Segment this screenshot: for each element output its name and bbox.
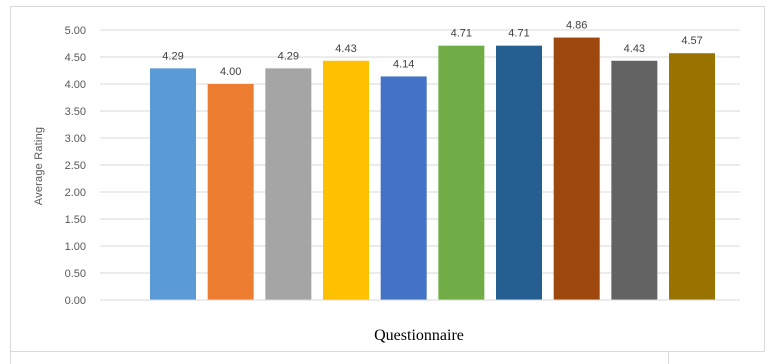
frame-edge-right <box>668 352 669 364</box>
y-tick-label: 1.50 <box>65 214 86 226</box>
y-tick-label: 4.50 <box>65 52 86 64</box>
data-label: 4.29 <box>278 50 299 62</box>
y-tick-label: 4.00 <box>65 79 86 91</box>
x-axis-label: Questionnaire <box>374 327 464 344</box>
bar <box>553 37 600 301</box>
data-label: 4.00 <box>220 66 241 78</box>
y-tick-label: 1.00 <box>65 241 86 253</box>
frame-edge-left <box>10 352 11 364</box>
data-label: 4.71 <box>508 28 529 40</box>
bar <box>669 53 716 300</box>
y-tick-label: 5.00 <box>65 25 86 37</box>
y-tick-label: 2.50 <box>65 160 86 172</box>
bar <box>150 68 196 300</box>
data-label: 4.71 <box>451 28 472 40</box>
y-tick-label: 3.00 <box>65 133 86 145</box>
y-tick-label: 0.00 <box>65 295 86 307</box>
bar <box>438 45 485 300</box>
bar <box>496 45 543 300</box>
bars <box>150 37 716 301</box>
bar <box>323 60 370 300</box>
data-label: 4.29 <box>162 50 183 62</box>
data-label: 4.86 <box>566 20 587 32</box>
data-label: 4.43 <box>335 43 356 55</box>
y-tick-label: 0.50 <box>65 268 86 280</box>
y-axis-ticks: 0.00 0.50 1.00 1.50 2.00 2.50 3.00 3.50 4.00 4.50… <box>65 25 86 307</box>
bar <box>265 68 312 300</box>
y-tick-label: 2.00 <box>65 187 86 199</box>
data-label: 4.43 <box>624 43 645 55</box>
bar <box>207 84 254 300</box>
bar <box>611 60 658 300</box>
y-axis-label: Average Rating <box>33 127 45 205</box>
data-labels: 4.29 4.00 4.29 4.43 4.14 4.71 4.71 4.86 4.43 4.57 <box>162 20 702 78</box>
bar <box>380 76 427 300</box>
data-label: 4.14 <box>393 58 414 70</box>
data-label: 4.57 <box>681 35 702 47</box>
y-tick-label: 3.50 <box>65 106 86 118</box>
